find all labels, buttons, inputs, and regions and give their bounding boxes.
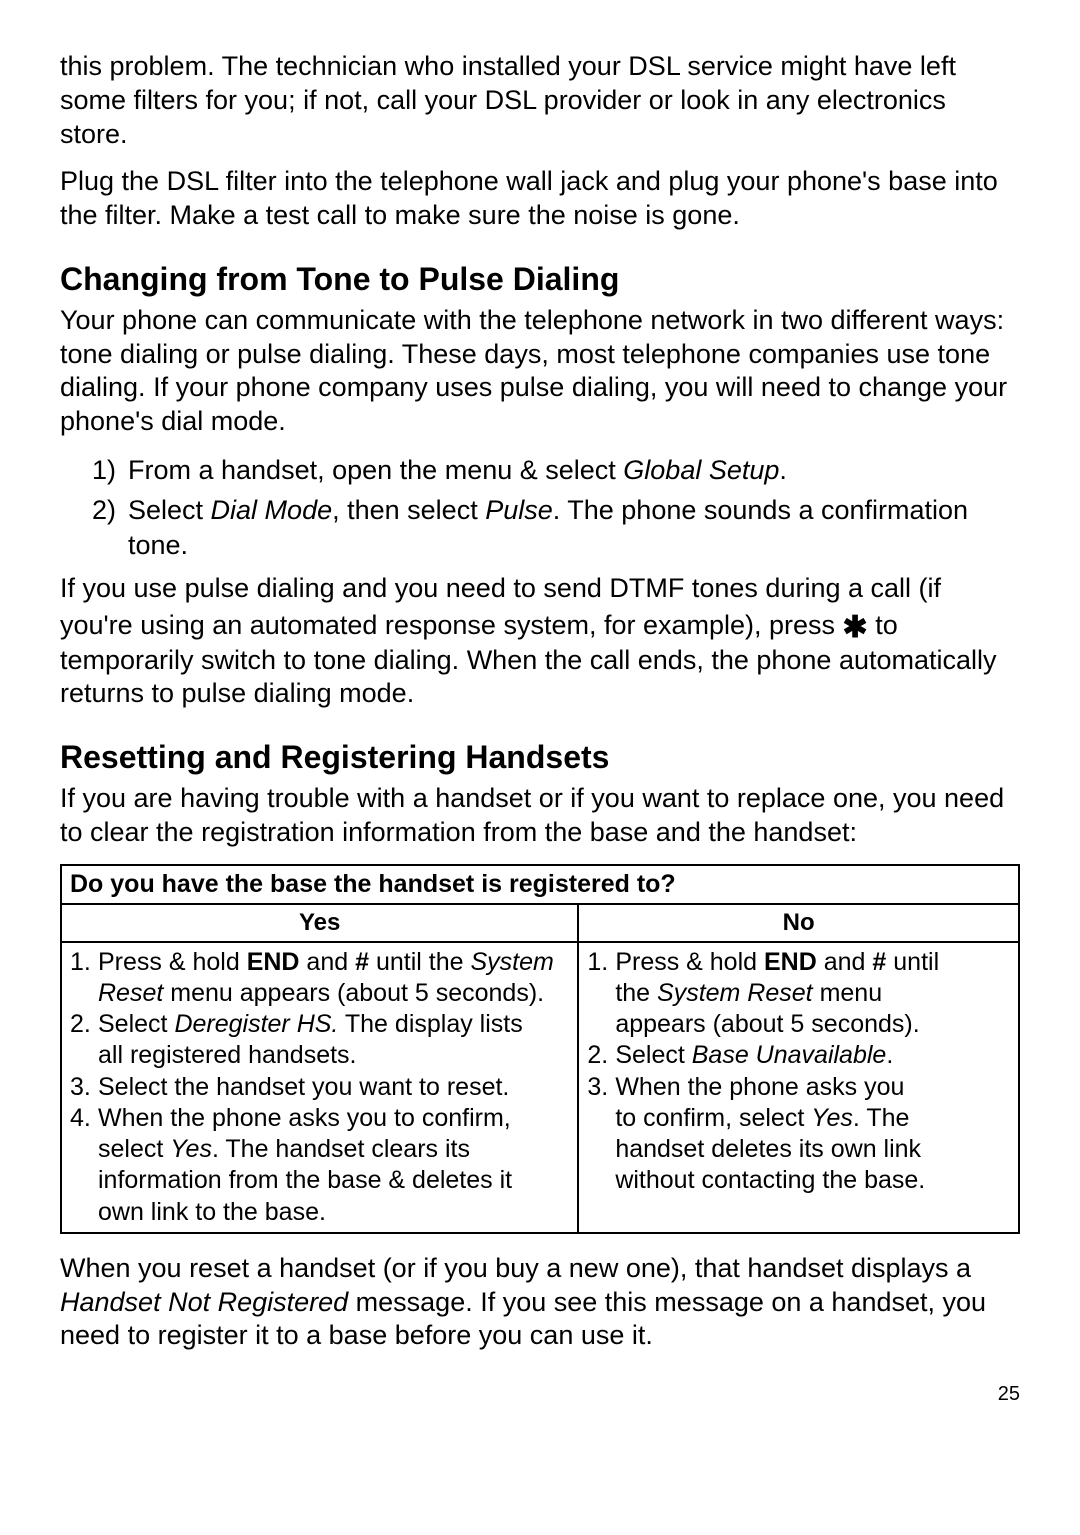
text-fragment: . The [853, 1104, 910, 1132]
text-fragment: menu [813, 979, 882, 1007]
table-title: Do you have the base the handset is regi… [61, 865, 1019, 904]
step-text: Press & hold END and # until the System [96, 947, 569, 978]
step-text: Select Dial Mode, then select Pulse. The… [128, 493, 1020, 562]
menu-name: Deregister HS. [174, 1010, 338, 1038]
text-fragment: Press & hold [615, 948, 764, 976]
table-col-yes: Yes [61, 904, 578, 942]
step-num: 1. [587, 947, 613, 978]
step-text-cont: Reset menu appears (about 5 seconds). [70, 978, 569, 1009]
step-text-cont: appears (about 5 seconds). [587, 1009, 1010, 1040]
text-fragment: Press & hold [98, 948, 247, 976]
heading-tone-pulse: Changing from Tone to Pulse Dialing [60, 261, 1020, 298]
step-number: 2) [92, 493, 128, 562]
menu-name: Reset [98, 979, 163, 1007]
text-fragment: . [779, 455, 787, 485]
step-text-cont: information from the base & deletes it [70, 1165, 569, 1196]
menu-name: Dial Mode [211, 495, 333, 525]
menu-name: Global Setup [623, 455, 779, 485]
reset-intro: If you are having trouble with a handset… [60, 782, 1020, 850]
key-name: END [247, 948, 300, 976]
text-fragment: . The handset clears its [212, 1135, 470, 1163]
step-text: When the phone asks you [613, 1072, 1010, 1103]
reset-outro: When you reset a handset (or if you buy … [60, 1252, 1020, 1353]
key-name: END [764, 948, 817, 976]
step-text-cont: all registered handsets. [70, 1040, 569, 1071]
yes-steps-cell: 1. Press & hold END and # until the Syst… [61, 942, 578, 1233]
text-fragment: Select [615, 1041, 691, 1069]
text-fragment: until the [369, 948, 470, 976]
text-fragment: When you reset a handset (or if you buy … [60, 1253, 971, 1283]
step-text-cont: to confirm, select Yes. The [587, 1103, 1010, 1134]
step-text: Select the handset you want to reset. [96, 1072, 569, 1103]
star-key-icon: ✱ [843, 611, 868, 644]
step-text: When the phone asks you to confirm, [96, 1103, 569, 1134]
heading-reset-register: Resetting and Registering Handsets [60, 739, 1020, 776]
key-name: # [355, 948, 369, 976]
step-text-cont: the System Reset menu [587, 978, 1010, 1009]
text-fragment: If you use pulse dialing and you need to… [60, 573, 941, 640]
step-num: 3. [70, 1072, 96, 1103]
reset-table: Do you have the base the handset is regi… [60, 864, 1020, 1234]
tone-pulse-intro: Your phone can communicate with the tele… [60, 304, 1020, 439]
step-text-cont: select Yes. The handset clears its [70, 1134, 569, 1165]
text-fragment: and [299, 948, 355, 976]
step-number: 1) [92, 453, 128, 488]
menu-name: Pulse [485, 495, 553, 525]
tone-pulse-steps: 1) From a handset, open the menu & selec… [60, 453, 1020, 563]
table-col-no: No [578, 904, 1019, 942]
step-text: Select Deregister HS. The display lists [96, 1009, 569, 1040]
text-fragment: and [817, 948, 873, 976]
step-num: 2. [70, 1009, 96, 1040]
text-fragment: select [98, 1135, 170, 1163]
list-item: 1) From a handset, open the menu & selec… [92, 453, 1020, 488]
page-number: 25 [60, 1383, 1020, 1406]
step-text-cont: own link to the base. [70, 1197, 569, 1228]
text-fragment: the [615, 979, 657, 1007]
step-text: From a handset, open the menu & select G… [128, 453, 1020, 488]
menu-name: Yes [170, 1135, 212, 1163]
text-fragment: menu appears (about 5 seconds). [163, 979, 544, 1007]
pulse-dtmf-note: If you use pulse dialing and you need to… [60, 572, 1020, 711]
text-fragment: Select [98, 1010, 174, 1038]
text-fragment: to confirm, select [615, 1104, 811, 1132]
list-item: 2) Select Dial Mode, then select Pulse. … [92, 493, 1020, 562]
step-num: 4. [70, 1103, 96, 1134]
step-num: 3. [587, 1072, 613, 1103]
no-steps-cell: 1. Press & hold END and # until the Syst… [578, 942, 1019, 1233]
key-name: # [872, 948, 886, 976]
step-num: 1. [70, 947, 96, 978]
step-text: Press & hold END and # until [613, 947, 1010, 978]
step-num: 2. [587, 1040, 613, 1071]
menu-name: Yes [811, 1104, 853, 1132]
message-name: Handset Not Registered [60, 1287, 348, 1317]
step-text: Select Base Unavailable. [613, 1040, 1010, 1071]
text-fragment: , then select [332, 495, 485, 525]
intro-para-1: this problem. The technician who install… [60, 50, 1020, 151]
step-text-cont: handset deletes its own link [587, 1134, 1010, 1165]
menu-name: Base Unavailable [692, 1041, 887, 1069]
text-fragment: From a handset, open the menu & select [128, 455, 623, 485]
text-fragment: until [886, 948, 939, 976]
menu-name: System [470, 948, 553, 976]
intro-para-2: Plug the DSL filter into the telephone w… [60, 165, 1020, 233]
text-fragment: The display lists [338, 1010, 522, 1038]
step-text-cont: without contacting the base. [587, 1165, 1010, 1196]
text-fragment: . [886, 1041, 893, 1069]
menu-name: System Reset [657, 979, 813, 1007]
text-fragment: Select [128, 495, 211, 525]
